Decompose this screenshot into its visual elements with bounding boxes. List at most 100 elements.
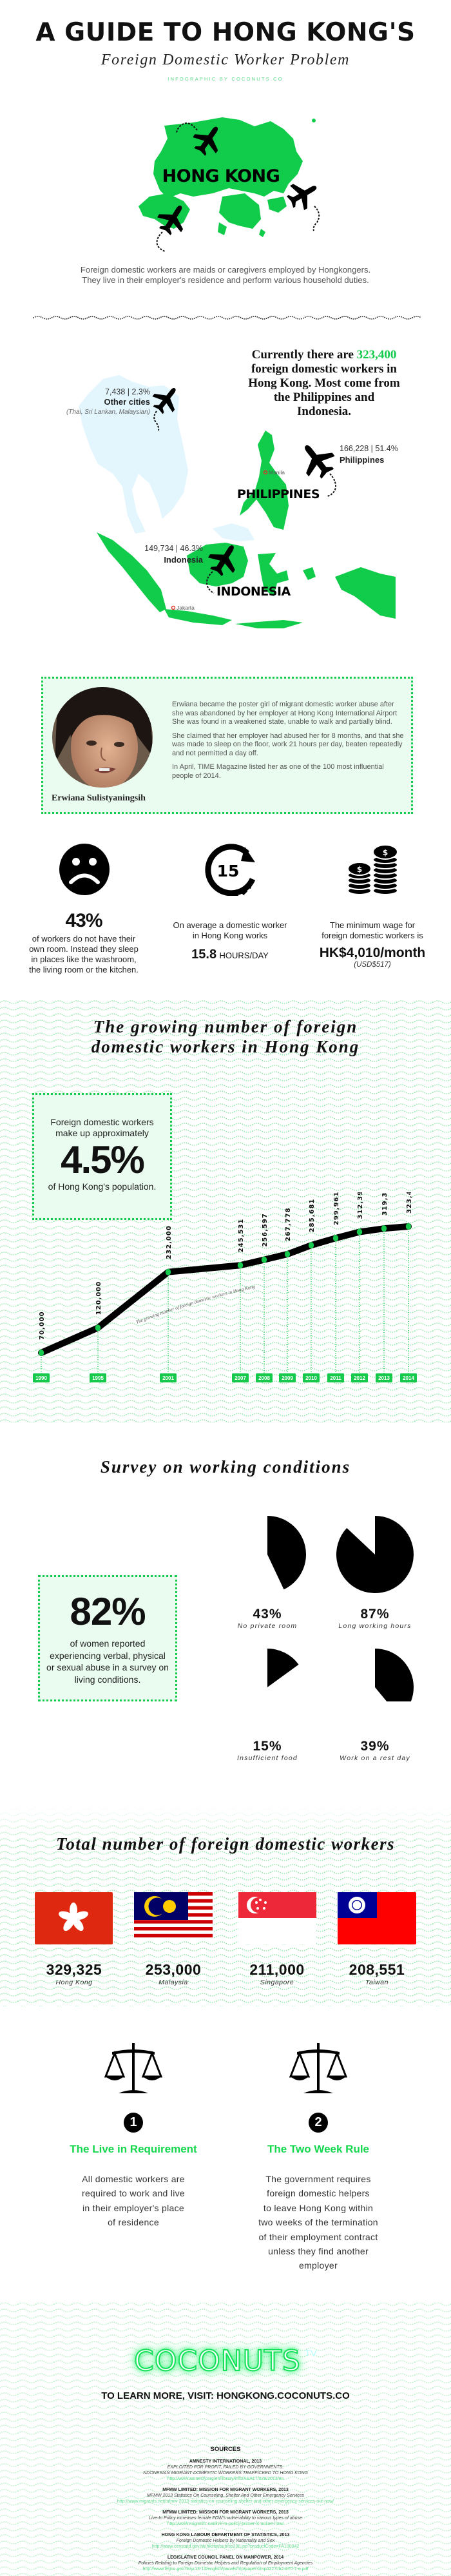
survey-pie-charts: [267, 1516, 414, 1701]
callout-text: of Hong Kong's population.: [48, 1181, 157, 1192]
source-title: NDONESIAN MIGRANT DOMESTIC WORKERS TRAFF…: [143, 2471, 308, 2475]
origin-stat: 7,438 | 2.3%: [105, 387, 150, 396]
svg-text:15: 15: [217, 862, 240, 880]
logo-text: COCONUTS: [133, 2344, 301, 2378]
pie-value: 15%: [253, 1739, 282, 1754]
data-point: [261, 1256, 267, 1263]
malaysia-flag: [134, 1892, 213, 1941]
rule-line: of residence: [108, 2217, 159, 2228]
plane-icon: [148, 380, 186, 431]
country-total: 253,000: [145, 1961, 202, 1978]
source-link[interactable]: http://www.migrants.net/mfmw-2013-statis…: [117, 2499, 334, 2504]
source-link[interactable]: http://www.amnesty.org/en/library/info/A…: [167, 2477, 284, 2481]
rule-body: The government requires foreign domestic …: [222, 2172, 415, 2273]
rule-number-badge: 2: [309, 2113, 328, 2133]
year-tick-label: 2009: [282, 1375, 293, 1381]
pie-value: 87%: [360, 1607, 390, 1622]
pie-caption: Long working hours: [338, 1622, 412, 1630]
data-label: 285,681: [309, 1199, 316, 1233]
rule-line: foreign domestic helpers: [267, 2188, 370, 2199]
rule-line: All domestic workers are: [82, 2174, 185, 2184]
origins-headline: Currently there are 323,400 foreign dome…: [247, 348, 401, 419]
description-line: They live in their employer's residence …: [82, 275, 369, 285]
other-origin-label: 7,438 | 2.3% Other cities (Thai, Sri Lan…: [39, 387, 150, 418]
philippines-origin-label: 166,228 | 51.4% Philippines: [340, 443, 430, 466]
hong-kong-flag: [35, 1892, 113, 1944]
source-link[interactable]: http://www.legco.gov.hk/yr13-14/english/…: [142, 2567, 309, 2571]
data-point: [165, 1268, 171, 1275]
source-entry: HONG KONG LABOUR DEPARTMENT OF STATISTIC…: [0, 2532, 451, 2550]
plane-icon: [176, 119, 229, 160]
abuse-callout: 82% of women reported experiencing verba…: [38, 1575, 177, 1701]
headline-number: 323,400: [356, 348, 397, 362]
fact-wage: The minimum wage for foreign domestic wo…: [308, 920, 437, 969]
year-tick-label: 2012: [354, 1375, 365, 1381]
year-tick-box: [376, 1373, 392, 1382]
wave-pattern-footer: [0, 2303, 451, 2576]
plane-icon: [283, 175, 323, 231]
data-label: 70,000: [39, 1311, 46, 1340]
pie-wedge: [267, 1649, 299, 1687]
bio-paragraph: She claimed that her employer had abused…: [172, 731, 404, 757]
source-org: MFMW LIMITED: MISSION FOR MIGRANT WORKER…: [162, 2488, 289, 2492]
country-total: 329,325: [46, 1961, 102, 1978]
scales-of-justice-icon: [289, 2043, 347, 2093]
data-point: [284, 1251, 291, 1258]
rule-title: The Live in Requirement: [70, 2143, 197, 2155]
title-line: domestic workers in Hong Kong: [91, 1037, 360, 1056]
year-tick-box: [232, 1373, 249, 1382]
source-title: MFMW 2013 Statistics On Counseling, Shel…: [146, 2494, 305, 2498]
learn-more-link[interactable]: TO LEARN MORE, VISIT: HONGKONG.COCONUTS.…: [101, 2390, 350, 2401]
profile-bio: Erwiana became the poster girl of migran…: [172, 701, 405, 786]
data-label: 256,597: [262, 1213, 269, 1247]
country-total: 211,000: [249, 1961, 305, 1978]
rule-line: in their employer's place: [82, 2202, 185, 2213]
source-link[interactable]: http://www.censtatd.gov.hk/hkstat/sub/sp…: [151, 2544, 300, 2549]
population-callout: Foreign domestic workers make up approxi…: [32, 1093, 172, 1220]
fact-text: On average a domestic worker in Hong Kon…: [173, 920, 287, 940]
origin-name: Philippines: [340, 455, 385, 465]
data-label: 120,000: [95, 1281, 102, 1315]
dotted-divider: [33, 316, 422, 320]
pie-wedge: [375, 1649, 414, 1701]
country-name: Taiwan: [365, 1979, 389, 1986]
fact-no-room: 43% of workers do not have their own roo…: [19, 910, 148, 975]
svg-text:$: $: [357, 865, 362, 874]
year-tick-label: 2014: [403, 1375, 414, 1381]
data-label: 319,325: [381, 1192, 389, 1215]
year-tick-box: [33, 1373, 50, 1382]
origin-name: Indonesia: [164, 555, 203, 565]
year-tick-box: [327, 1373, 344, 1382]
fact-note: (USD$517): [354, 961, 391, 969]
data-point: [38, 1350, 44, 1356]
pie-wedge: [336, 1516, 414, 1593]
coins-icon: $ $: [347, 844, 398, 895]
description-line: Foreign domestic workers are maids or ca…: [80, 265, 371, 275]
origin-stat: 166,228 | 51.4%: [340, 444, 398, 453]
year-tick-box: [303, 1373, 320, 1382]
southeast-asia-map: [79, 375, 396, 628]
fact-value: HK$4,010/month: [319, 945, 426, 960]
headline-text: Currently there are: [251, 348, 357, 362]
origin-note: (Thai, Sri Lankan, Malaysian): [66, 409, 150, 416]
source-title: Live-In Policy increases female FDW's vu…: [149, 2516, 302, 2521]
year-tick-label: 2007: [235, 1375, 246, 1381]
source-link[interactable]: http://www.migrants.net/live-in-policy-p…: [167, 2522, 284, 2526]
totals-title: Total number of foreign domestic workers: [55, 1834, 396, 1854]
map-pin-icon: [171, 605, 176, 610]
country-name: Singapore: [260, 1979, 294, 1986]
singapore-flag: [238, 1892, 316, 1944]
bio-paragraph: Erwiana became the poster girl of migran…: [172, 701, 398, 726]
year-tick-box: [400, 1373, 417, 1382]
total-taiwan: 208,551 Taiwan: [329, 1961, 425, 1986]
intro-description: Foreign domestic workers are maids or ca…: [0, 265, 451, 285]
sources-heading: SOURCES: [210, 2446, 241, 2453]
city-label-manila: Manila: [269, 469, 285, 476]
source-org: AMNESTY INTERNATIONAL, 2013: [189, 2459, 262, 2464]
sources-list: AMNESTY INTERNATIONAL, 2013 EXPLOITED FOR…: [0, 2459, 451, 2576]
year-tick-label: 2008: [258, 1375, 270, 1381]
source-entry: MFMW LIMITED: MISSION FOR MIGRANT WORKER…: [0, 2487, 451, 2504]
plane-icon: [203, 537, 245, 594]
philippines-map-label: PHILIPPINES: [237, 487, 320, 501]
